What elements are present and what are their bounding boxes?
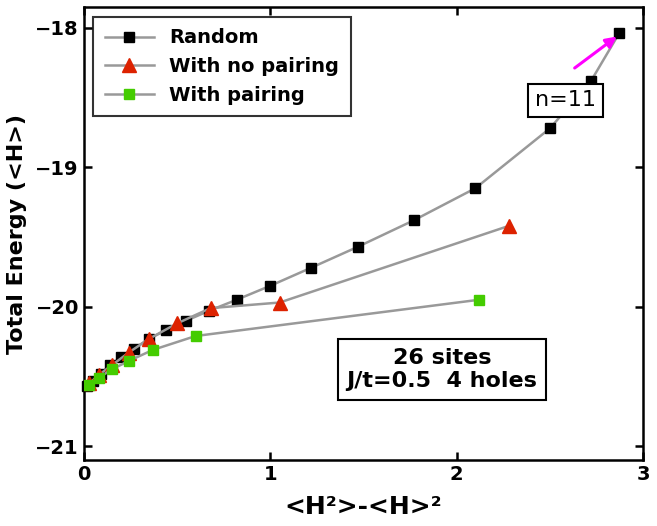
Text: 26 sites
J/t=0.5  4 holes: 26 sites J/t=0.5 4 holes [346, 348, 537, 391]
Y-axis label: Total Energy (<H>): Total Energy (<H>) [7, 114, 27, 353]
Text: n=11: n=11 [535, 90, 596, 110]
Legend: Random, With no pairing, With pairing: Random, With no pairing, With pairing [93, 17, 351, 116]
X-axis label: <H²>-<H>²: <H²>-<H>² [284, 495, 442, 519]
